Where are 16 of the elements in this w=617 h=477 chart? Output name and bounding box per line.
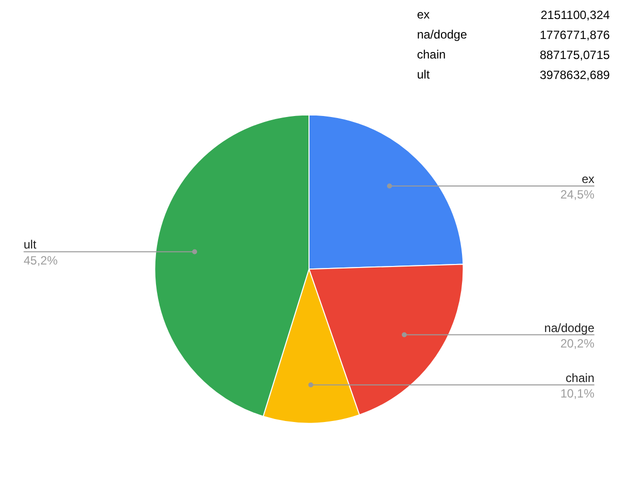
text: 1776771,876 — [540, 28, 610, 42]
data-label: 24,5% — [560, 188, 595, 202]
text: 887175,0715 — [540, 48, 610, 62]
text: na/dodge — [416, 27, 468, 42]
data-label: 20,2% — [560, 336, 595, 350]
slice-label: ex — [582, 172, 594, 186]
text: ex — [416, 7, 430, 22]
data-label: 10,1% — [560, 386, 595, 400]
slice-label: chain — [566, 370, 594, 385]
data-label: 45,2% — [24, 253, 58, 268]
slice-label: na/dodge — [544, 320, 595, 335]
text: ult — [416, 68, 430, 82]
slice-label: ult — [24, 238, 37, 252]
text: chain — [416, 48, 446, 62]
text: 2151100,324 — [540, 8, 610, 22]
text: 3978632,689 — [540, 68, 610, 82]
